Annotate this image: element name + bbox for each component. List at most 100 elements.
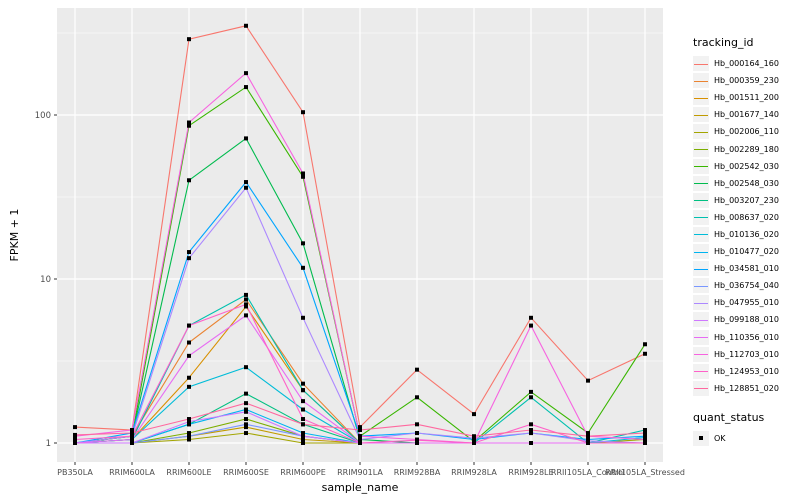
- data-point: [301, 434, 305, 439]
- legend-entry-Hb_036754_040: Hb_036754_040: [693, 277, 799, 294]
- legend-entry-Hb_001677_140: Hb_001677_140: [693, 106, 799, 123]
- data-point: [586, 438, 590, 443]
- legend-entry-Hb_112703_010: Hb_112703_010: [693, 346, 799, 363]
- x-tick-label: RRII105LA_Control: [551, 468, 625, 477]
- data-point: [301, 441, 305, 445]
- data-point: [643, 437, 647, 442]
- data-point: [586, 378, 590, 383]
- data-point: [301, 315, 305, 320]
- data-point: [643, 428, 647, 433]
- data-point: [358, 425, 362, 430]
- legend-label: Hb_002006_110: [714, 127, 779, 137]
- legend-line-icon: [694, 63, 708, 65]
- y-tick-label: 1: [46, 439, 51, 449]
- data-point: [187, 375, 191, 380]
- data-point: [301, 110, 305, 115]
- legend-entry-Hb_099188_010: Hb_099188_010: [693, 311, 799, 328]
- x-tick-label: RRII105LA_Stressed: [605, 468, 685, 477]
- y-tick-label: 10: [40, 275, 51, 285]
- legend-entry-Hb_002006_110: Hb_002006_110: [693, 123, 799, 140]
- data-point: [73, 432, 77, 437]
- data-point: [187, 120, 191, 125]
- data-point: [643, 431, 647, 436]
- data-point: [529, 323, 533, 328]
- legend-line-icon: [694, 285, 708, 287]
- legend-label: Hb_110356_010: [714, 332, 779, 342]
- y-tick-label: 100: [35, 111, 51, 121]
- legend-entry-Hb_110356_010: Hb_110356_010: [693, 329, 799, 346]
- legend-label: Hb_112703_010: [714, 349, 779, 359]
- legend-key: [693, 329, 709, 345]
- data-point: [472, 441, 476, 445]
- data-point: [529, 428, 533, 433]
- data-point: [586, 434, 590, 439]
- legend-line-icon: [694, 183, 708, 185]
- data-point: [244, 422, 248, 427]
- data-point: [244, 425, 248, 430]
- legend-key: [693, 380, 709, 396]
- data-point: [529, 395, 533, 400]
- data-point: [358, 437, 362, 442]
- legend-key: [693, 312, 709, 328]
- data-point: [187, 250, 191, 255]
- data-point: [187, 353, 191, 358]
- legend-entry-Hb_001511_200: Hb_001511_200: [693, 89, 799, 106]
- data-point: [529, 389, 533, 394]
- legend-label: Hb_047955_010: [714, 298, 779, 308]
- legend-label: OK: [714, 433, 726, 443]
- legend-key: [693, 209, 709, 225]
- data-point: [130, 428, 134, 433]
- data-point: [187, 178, 191, 183]
- data-point: [529, 315, 533, 320]
- square-point-icon: [699, 436, 703, 441]
- legend-line-icon: [694, 354, 708, 356]
- data-point: [643, 434, 647, 439]
- legend-key: [693, 295, 709, 311]
- data-point: [187, 37, 191, 42]
- data-point: [244, 180, 248, 185]
- legend-key: [693, 244, 709, 260]
- legend-label: Hb_002548_030: [714, 178, 779, 188]
- legend-label: Hb_099188_010: [714, 315, 779, 325]
- legend-line-icon: [694, 80, 708, 82]
- data-point: [244, 302, 248, 307]
- legend-entry-Hb_002542_030: Hb_002542_030: [693, 158, 799, 175]
- data-point: [244, 292, 248, 297]
- data-point: [244, 185, 248, 190]
- data-point: [244, 304, 248, 309]
- legend-key: [693, 363, 709, 379]
- data-point: [244, 431, 248, 436]
- legend-entry-Hb_008637_020: Hb_008637_020: [693, 209, 799, 226]
- legend-label: Hb_001677_140: [714, 110, 779, 120]
- legend-label: Hb_003207_230: [714, 195, 779, 205]
- data-point: [415, 431, 419, 436]
- data-point: [244, 313, 248, 318]
- legend-line-icon: [694, 131, 708, 133]
- legend-label: Hb_008637_020: [714, 212, 779, 222]
- x-tick-label: RRIM600LA: [109, 468, 155, 477]
- legend-key: [693, 175, 709, 191]
- legend-key: [693, 158, 709, 174]
- data-point: [187, 384, 191, 389]
- legend-key: [693, 261, 709, 277]
- legend-key: [693, 90, 709, 106]
- x-axis-title: sample_name: [321, 481, 399, 494]
- data-point: [187, 323, 191, 328]
- data-point: [529, 431, 533, 436]
- legend-entry-Hb_003207_230: Hb_003207_230: [693, 192, 799, 209]
- data-point: [643, 441, 647, 445]
- data-point: [244, 409, 248, 414]
- data-point: [244, 297, 248, 302]
- data-point: [301, 388, 305, 393]
- x-tick-label: RRIM901LA: [337, 468, 383, 477]
- legend-title-tracking-id: tracking_id: [693, 36, 754, 49]
- legend-entry-Hb_128851_020: Hb_128851_020: [693, 380, 799, 397]
- x-tick-label: RRIM928BA: [394, 468, 441, 477]
- legend-label: Hb_000359_230: [714, 76, 779, 86]
- data-point: [73, 425, 77, 430]
- data-point: [187, 123, 191, 128]
- data-point: [130, 431, 134, 436]
- legend-line-icon: [694, 97, 708, 99]
- legend-entry-Hb_010477_020: Hb_010477_020: [693, 243, 799, 260]
